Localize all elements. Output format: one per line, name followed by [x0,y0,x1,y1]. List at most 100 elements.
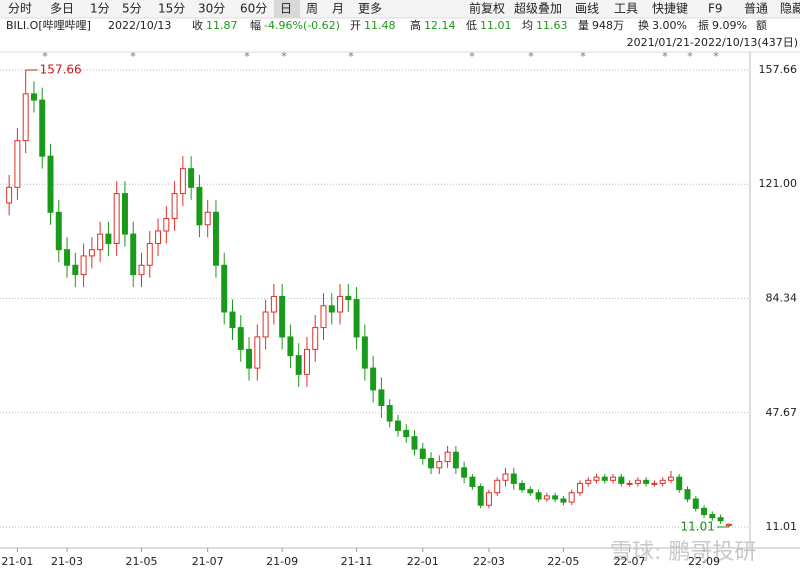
candle-body [543,495,550,500]
info-value: 11.87 [206,19,238,32]
toolbar-tab[interactable]: 日 [280,2,292,16]
candle-body [469,476,476,488]
candle-body [237,327,244,350]
candle-body [692,498,699,509]
event-star: * [713,50,719,63]
toolbar-button[interactable]: 工具 [614,2,638,16]
toolbar-tab[interactable]: 60分 [240,2,267,16]
info-label: 振 [698,18,709,32]
x-tick-label: 22-09 [688,555,720,568]
min-annotation: 11.01 [681,520,715,534]
candle-body [320,305,327,329]
candle-body [30,93,37,101]
info-value: 12.14 [424,19,456,32]
event-star: * [244,50,250,63]
toolbar-button[interactable]: 超级叠加 [514,1,562,16]
info-value: -4.96%(-0.62) [264,19,340,32]
candle-body [328,305,335,313]
candle-body [6,186,13,204]
candle-body [204,211,211,226]
candle-body [138,264,145,276]
toolbar-tab[interactable]: 15分 [158,2,185,16]
toolbar-tab[interactable]: 1分 [90,2,110,16]
event-star: * [348,50,354,63]
candle-body [452,451,459,469]
candle-body [444,451,451,463]
x-tick-label: 21-01 [1,555,33,568]
candle-body [188,168,195,188]
candle-body [419,448,426,459]
candle-body [535,492,542,500]
info-value: 9.09% [712,19,747,32]
toolbar-button[interactable]: 隐藏 [780,2,800,16]
toolbar-tab[interactable]: 30分 [198,2,225,16]
event-star: * [662,50,668,63]
candle-body [55,211,62,251]
candle-body [14,140,21,188]
x-tick-label: 21-11 [341,555,373,568]
y-tick-label: 121.00 [759,177,798,190]
toolbar-tab[interactable]: 分时 [8,2,32,16]
candle-body [568,492,575,503]
toolbar-button[interactable]: 前复权 [469,1,505,16]
toolbar-button[interactable]: F9 [708,2,723,16]
toolbar-tab[interactable]: 周 [306,2,318,16]
candle-body [394,420,401,431]
candle-body [72,264,79,276]
candle-body [287,336,294,357]
info-label: 额 [756,19,767,32]
candle-body [709,514,716,519]
candle-body [403,429,410,438]
candle-body [601,476,608,481]
candle-body [593,476,600,481]
info-value: 11.01 [480,19,512,32]
event-star: * [281,50,287,63]
info-value: 11.63 [536,19,568,32]
candle-body [105,233,112,244]
toolbar-button[interactable]: 快捷键 [652,2,688,16]
candle-body [47,155,54,213]
info-label: 收 [192,18,203,32]
candle-body [345,295,352,301]
candle-body [519,482,526,491]
candle-body [576,482,583,494]
toolbar-button[interactable]: 画线 [575,2,599,16]
candle-body [171,193,178,220]
toolbar-tab[interactable]: 多日 [50,2,74,16]
candle-body [502,473,509,481]
candle-body [585,479,592,484]
candle-body [370,367,377,391]
toolbar-tab[interactable]: 更多 [358,2,382,16]
candle-body [130,233,137,276]
toolbar-tab[interactable]: 月 [332,2,344,16]
candle-body [643,479,650,484]
x-tick-label: 21-05 [126,555,158,568]
candle-body [411,436,418,450]
candle-body [196,186,203,226]
candle-body [97,233,104,251]
candle-body [221,264,228,313]
candle-body [626,482,633,485]
candle-body [39,99,46,157]
x-tick-label: 22-07 [614,555,646,568]
candle-body [22,93,29,142]
candle-body [121,193,128,235]
candle-body [262,311,269,338]
event-star: * [130,50,136,63]
toolbar-button[interactable]: 普通 [744,2,768,16]
candle-body [361,336,368,369]
candle-body [701,507,708,516]
candle-body [246,348,253,369]
candle-body [494,479,501,494]
toolbar-tab[interactable]: 5分 [122,2,142,16]
candle-body [80,255,87,276]
candle-body [634,479,641,484]
y-tick-label: 11.01 [766,520,798,533]
candle-body [378,389,385,406]
candle-body [295,355,302,375]
x-tick-label: 21-09 [266,555,298,568]
info-label: 低 [466,19,477,32]
candle-body [659,479,666,484]
candle-body [146,242,153,266]
